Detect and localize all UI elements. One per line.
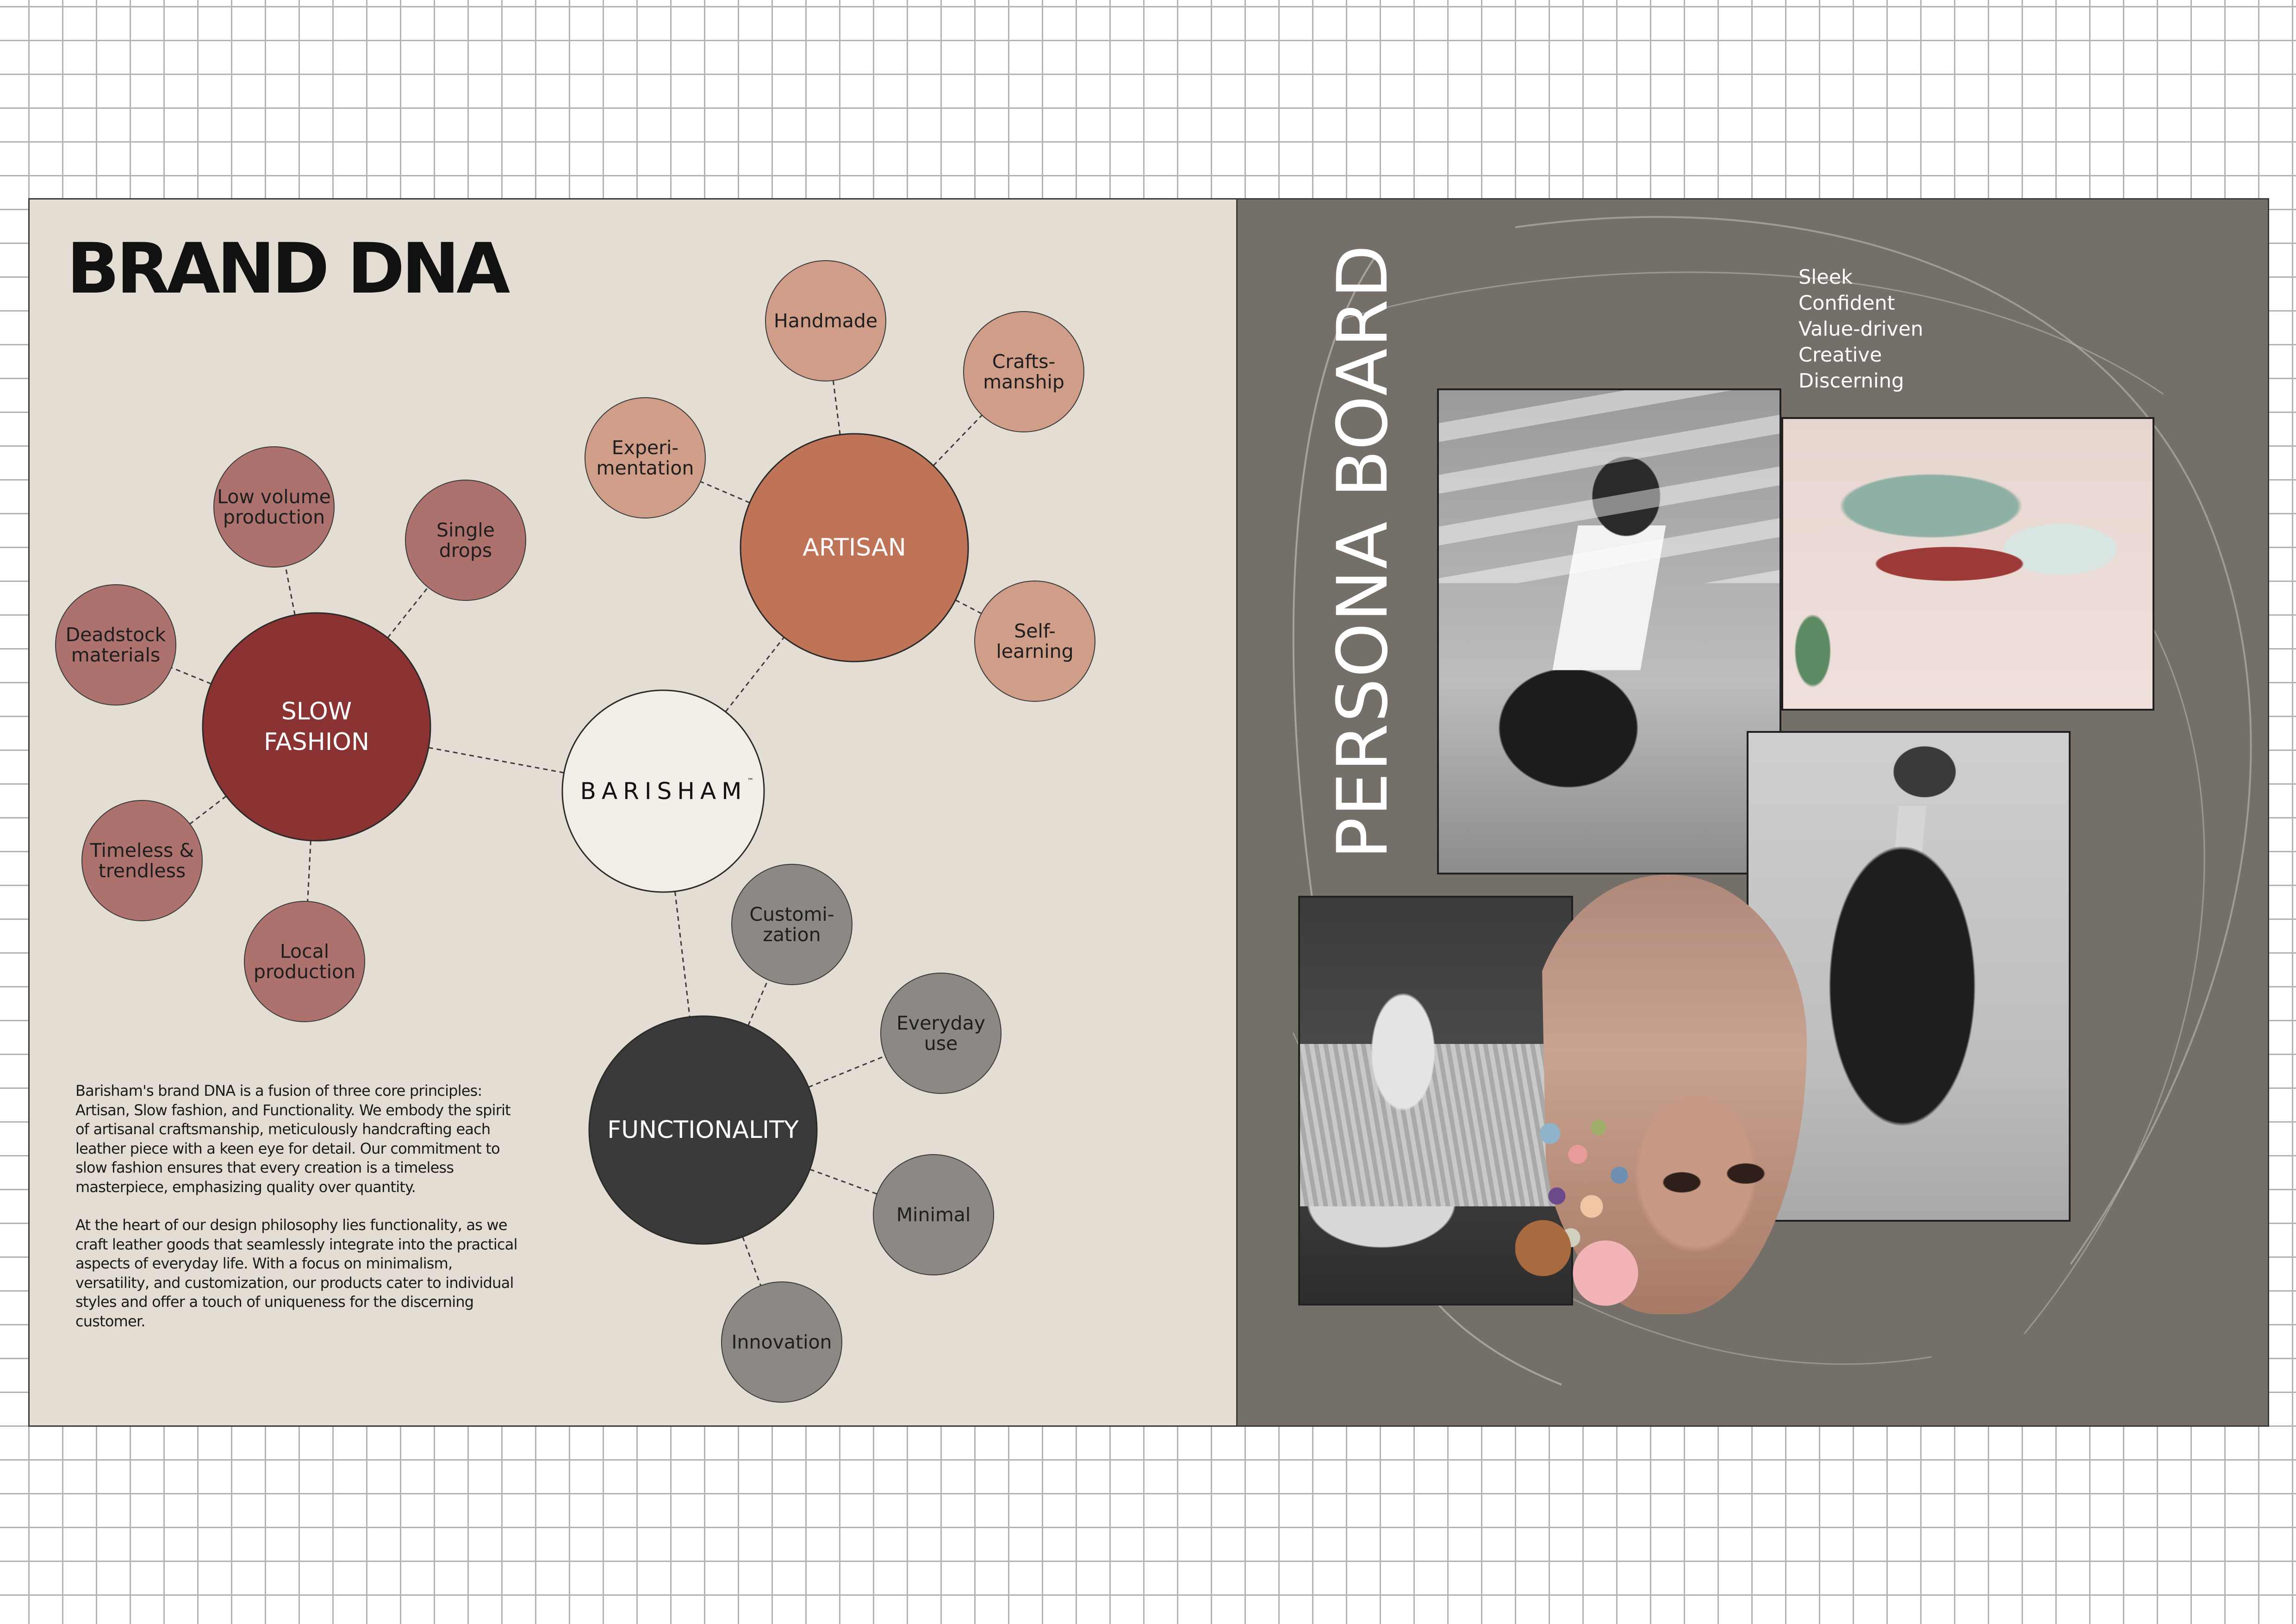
satellite-label: Timeless &	[90, 839, 194, 862]
connector-line	[307, 840, 311, 902]
satellite-circle	[873, 1154, 994, 1275]
trait-item: Discerning	[1798, 369, 1904, 393]
satellite-bubble: Timeless &trendless	[81, 800, 203, 921]
satellite-label: Local	[280, 940, 329, 962]
connector-lines	[171, 380, 983, 1286]
description-paragraph-1: Barisham's brand DNA is a fusion of thre…	[75, 1082, 511, 1196]
connector-line	[808, 1055, 886, 1088]
logo-circle	[561, 689, 765, 893]
pillar-circle	[740, 433, 969, 662]
trait-item: Confident	[1798, 292, 1895, 315]
brand-description: Barisham's brand DNA is a fusion of thre…	[75, 1081, 520, 1350]
satellite-label: learning	[996, 640, 1073, 662]
pillar-label: ARTISAN	[803, 534, 906, 562]
connector-line	[809, 1168, 877, 1195]
persona-traits: Sleek Confident Value-driven Creative Di…	[1798, 264, 1923, 394]
satellite-circle	[244, 901, 365, 1022]
satellite-circle	[213, 446, 335, 568]
connector-line	[747, 979, 769, 1026]
satellite-bubble: Customi-zation	[731, 864, 852, 985]
brand-dna-diagram: Low volumeproductionSingledropsDeadstock…	[55, 260, 1095, 1403]
connector-line	[428, 747, 564, 774]
trait-item: Value-driven	[1798, 318, 1923, 341]
barisham-logo-node: BARISHAM™	[561, 689, 765, 893]
connector-line	[955, 599, 982, 614]
satellite-label: drops	[439, 539, 492, 562]
pillar-slow-fashion: SLOW FASHION	[202, 612, 431, 842]
satellite-circle	[974, 581, 1095, 702]
satellite-circle	[81, 800, 203, 921]
pillar-circle	[202, 612, 431, 842]
pillar-functionality: FUNCTIONALITY	[588, 1015, 818, 1245]
beads-decoration	[1515, 1102, 1654, 1311]
pillar-artisan: ARTISAN	[740, 433, 969, 662]
persona-board-panel: PERSONA BOARD Sleek Confident Value-driv…	[1238, 200, 2268, 1425]
diagram-nodes: Low volumeproductionSingledropsDeadstock…	[55, 260, 1095, 1403]
satellite-bubble: Self-learning	[974, 581, 1095, 702]
satellite-label: Experi-	[612, 437, 678, 459]
satellite-label: Everyday	[896, 1012, 985, 1034]
satellite-label: zation	[763, 924, 821, 946]
persona-board-title: PERSONA BOARD	[1323, 244, 1403, 859]
satellite-label: production	[223, 506, 325, 528]
satellite-bubble: Experi-mentation	[585, 397, 706, 518]
pillar-label: SLOW	[281, 698, 352, 725]
satellite-circle	[765, 260, 886, 381]
connector-line	[933, 414, 983, 466]
connector-line	[725, 637, 785, 712]
connector-line	[832, 380, 841, 435]
satellite-bubble: Minimal	[873, 1154, 994, 1275]
pillar-label: FUNCTIONALITY	[607, 1116, 799, 1144]
brand-dna-title: BRAND DNA	[67, 229, 510, 309]
description-paragraph-2: At the heart of our design philosophy li…	[75, 1216, 518, 1330]
trait-item: Sleek	[1798, 266, 1853, 289]
abstract-photo	[1781, 417, 2154, 711]
satellite-bubble: Crafts-manship	[963, 311, 1084, 432]
barisham-logo: BARISHAM™	[580, 777, 754, 805]
satellite-circle	[731, 864, 852, 985]
satellite-circle	[585, 397, 706, 518]
connector-line	[742, 1237, 762, 1286]
satellite-circle	[880, 973, 1002, 1094]
satellite-bubble: Handmade	[765, 260, 886, 381]
satellite-label: Crafts-	[992, 350, 1056, 373]
satellite-label: Handmade	[774, 310, 877, 332]
satellite-label: manship	[983, 371, 1064, 393]
connector-line	[700, 481, 750, 504]
satellite-label: production	[254, 961, 355, 983]
pillar-circle	[588, 1015, 818, 1245]
coat-photo	[1747, 731, 2071, 1222]
connector-line	[171, 667, 212, 685]
satellite-circle	[405, 480, 526, 601]
connector-line	[189, 795, 227, 825]
spread: BRAND DNA Low volume production Single drop…	[28, 198, 2269, 1427]
satellite-label: Self-	[1014, 620, 1056, 642]
connector-line	[387, 587, 429, 638]
brand-dna-panel: BRAND DNA Low volume production Single drop…	[30, 200, 1238, 1425]
satellite-label: trendless	[99, 860, 186, 882]
satellite-circle	[55, 584, 176, 706]
satellite-label: Low volume	[217, 486, 331, 508]
satellite-label: Customi-	[749, 903, 834, 925]
trait-item: Creative	[1798, 344, 1882, 367]
connector-line	[674, 891, 691, 1017]
satellite-label: Minimal	[896, 1204, 971, 1226]
satellite-label: Single	[436, 519, 495, 541]
satellite-label: mentation	[597, 457, 694, 479]
pillar-label: FASHION	[264, 728, 369, 756]
connector-line	[285, 566, 296, 615]
satellite-circle	[721, 1281, 842, 1403]
satellite-label: Deadstock	[66, 624, 166, 646]
satellite-label: use	[924, 1032, 958, 1055]
satellite-bubble: Innovation	[721, 1281, 842, 1403]
street-photo	[1437, 388, 1781, 874]
satellite-label: Innovation	[731, 1331, 832, 1353]
satellite-label: materials	[71, 644, 161, 666]
satellite-circle	[963, 311, 1084, 432]
